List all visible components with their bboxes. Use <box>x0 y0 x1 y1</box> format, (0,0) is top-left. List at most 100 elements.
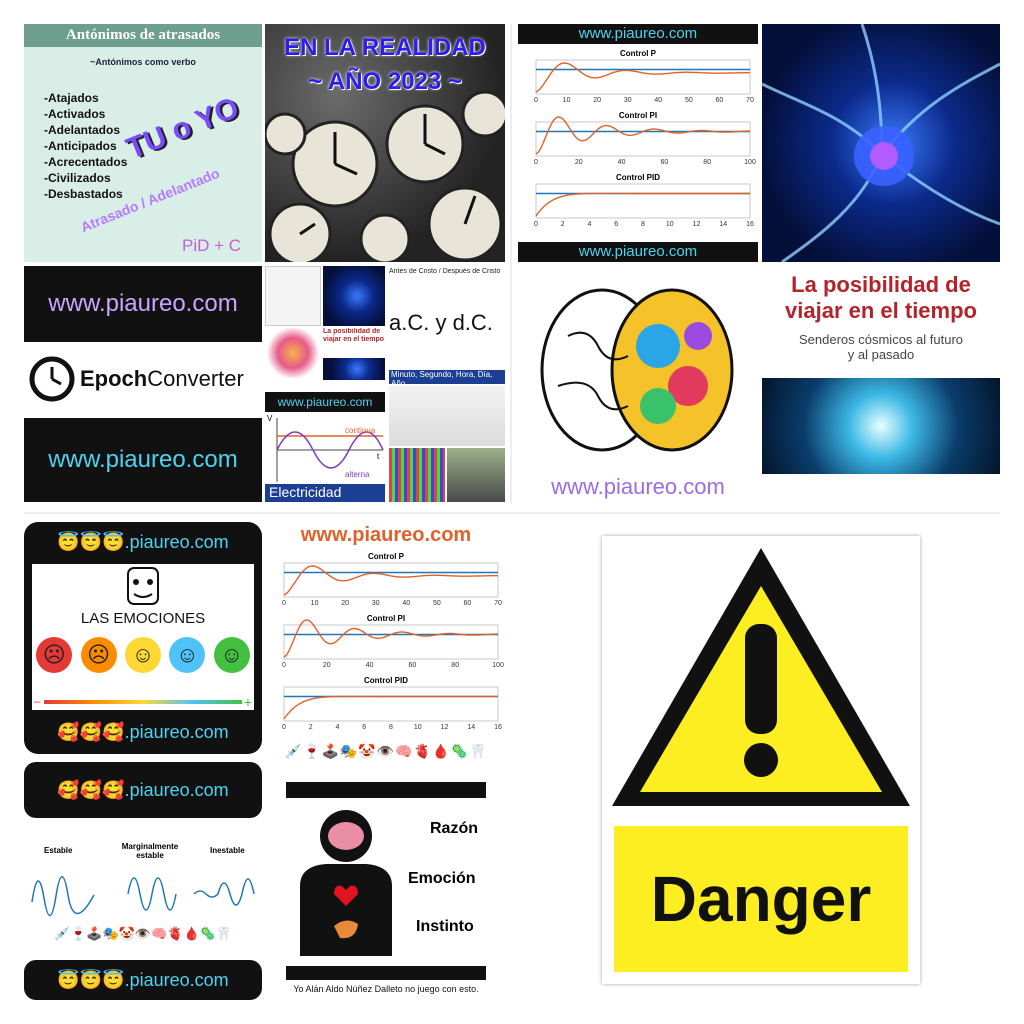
viajar-card[interactable]: La posibilidad de viajar en el tiempo Se… <box>762 266 1000 504</box>
epoch-converter-logo[interactable]: Epoch Converter <box>24 346 262 412</box>
url-text-red: www.piaureo.com <box>300 524 472 546</box>
viajar-title-1: La posibilidad de <box>791 272 971 297</box>
emociones-card[interactable]: 😇😇😇 .piaureo.com LAS EMOCIONES ☹ ☹ ☺ ☺ ☺… <box>24 522 262 754</box>
tick-label: 80 <box>451 662 459 669</box>
tick-label: 60 <box>409 662 417 669</box>
neutral-face-icon: ☺ <box>124 637 161 673</box>
mini-neuron <box>323 266 385 326</box>
url-suffix: .piaureo.com <box>124 969 229 990</box>
antonimo-item: -Activados <box>44 107 106 121</box>
unstable-label: Inestable <box>210 846 245 855</box>
clock-faces-icon <box>265 90 505 262</box>
tick-label: 50 <box>685 97 693 104</box>
url-mini: www.piaureo.com <box>265 392 385 412</box>
tick-label: 40 <box>366 662 374 669</box>
control-charts-card-2[interactable]: www.piaureo.com Control P 0 10 20 30 40 50 60 70… <box>266 522 506 768</box>
brain-image[interactable]: www.piaureo.com <box>518 266 758 504</box>
plot-frame <box>283 562 499 598</box>
clocks-card[interactable]: EN LA REALIDAD ~ AÑO 2023 ~ <box>265 24 505 262</box>
axis-t-label: t <box>377 452 380 461</box>
tick-label: 12 <box>693 221 701 228</box>
response-line <box>283 695 498 720</box>
antonimo-item: -Atajados <box>44 91 99 105</box>
realidad-line1: EN LA REALIDAD <box>284 34 486 61</box>
tick-label: 8 <box>389 724 393 731</box>
tick-label: 60 <box>661 159 669 166</box>
tick-label: 8 <box>641 221 645 228</box>
tick-label: 4 <box>588 221 592 228</box>
tick-label: 0 <box>282 724 286 731</box>
tick-label: 6 <box>362 724 366 731</box>
tick-label: 0 <box>282 662 286 669</box>
emoji-row-1: 💉🍷🕹️🎭🤡👁️🧠🫀🩸🦠🦷 <box>284 743 488 759</box>
love-emoji: 🥰🥰🥰 <box>57 721 125 742</box>
emotion-scale-bar <box>44 700 242 704</box>
tick-label: 14 <box>719 221 727 228</box>
emoji-row-2: 💉🍷🕹️🎭🤡👁️🧠🫀🩸🦠🦷 <box>53 926 233 941</box>
url-banner-2[interactable]: www.piaureo.com <box>24 418 262 502</box>
chart-title: Control PID <box>364 676 408 685</box>
antonimo-item: -Adelantados <box>44 123 121 137</box>
emocion-label: Emoción <box>408 870 476 887</box>
human-silhouette-icon <box>300 810 392 956</box>
sad-face-icon: ☹ <box>80 637 117 673</box>
danger-sign[interactable]: Danger <box>602 536 920 984</box>
url-text: www.piaureo.com <box>48 446 238 473</box>
response-line <box>535 116 750 155</box>
scale-minus: – <box>34 694 41 708</box>
tick-label: 20 <box>575 159 583 166</box>
tick-label: 14 <box>467 724 475 731</box>
angel-emoji: 😇😇😇 <box>57 531 125 552</box>
antonimos-card[interactable]: Antónimos de atrasados ~Antónimos como v… <box>24 24 262 262</box>
ac-signal-chart: V t continua alterna <box>265 414 385 484</box>
mini-title: La posibilidad de viajar en el tiempo <box>323 328 385 343</box>
tick-label: 16 <box>494 724 502 731</box>
tick-label: 2 <box>309 724 313 731</box>
cosmic-tunnel-image <box>762 378 1000 474</box>
tick-label: 12 <box>441 724 449 731</box>
scale-plus: + <box>243 694 252 710</box>
mini-collage[interactable]: La posibilidad de viajar en el tiempo An… <box>265 266 505 502</box>
response-line <box>535 192 750 217</box>
plot-frame <box>283 686 499 722</box>
url-suffix: .piaureo.com <box>124 531 229 552</box>
tick-label: 20 <box>341 600 349 607</box>
url-banner[interactable]: www.piaureo.com <box>24 266 262 342</box>
emoji-url-love: 🥰🥰🥰 .piaureo.com <box>24 762 262 818</box>
neuron-image[interactable] <box>762 24 1000 262</box>
stability-card[interactable]: 🥰🥰🥰 .piaureo.com Estable Marginalmente e… <box>24 762 262 1000</box>
emoji-url-top: 😇😇😇 .piaureo.com <box>24 522 262 562</box>
razon-label: Razón <box>430 820 478 837</box>
control-charts-card[interactable]: www.piaureo.com Control P 0 10 20 30 40 50 60 70… <box>518 24 758 262</box>
divider-horizontal <box>24 512 1000 514</box>
stability-plots <box>31 876 255 917</box>
tick-label: 16 <box>746 221 754 228</box>
pid-c-text: PiD + C <box>182 236 242 255</box>
emoji-url-bottom: 🥰🥰🥰 .piaureo.com <box>24 714 262 750</box>
ac-dc-text: a.C. y d.C. <box>389 310 493 335</box>
tick-label: 6 <box>614 221 618 228</box>
tick-label: 80 <box>703 159 711 166</box>
calm-face-icon: ☺ <box>169 637 206 673</box>
antonimos-list: -Atajados -Activados -Adelantados -Anticipa… <box>44 90 127 202</box>
neuron-icon <box>762 24 1000 262</box>
response-line <box>283 565 498 596</box>
emotion-faces: ☹ ☹ ☺ ☺ ☺ <box>32 637 254 673</box>
viajar-sub-2: y al pasado <box>847 347 915 362</box>
url-banner-bottom: www.piaureo.com <box>518 242 758 262</box>
razon-card[interactable]: Razón Emoción Instinto Yo Alán Aldo Núñe… <box>266 770 506 1000</box>
chart-title: Control P <box>620 49 657 58</box>
antonimos-title: Antónimos de atrasados <box>24 24 262 47</box>
plot-frame <box>535 121 751 157</box>
epoch-brand-b: Converter <box>147 366 244 391</box>
angel-emoji: 😇😇😇 <box>57 969 125 990</box>
plot-frame <box>283 624 499 660</box>
tick-label: 4 <box>336 724 340 731</box>
tick-label: 40 <box>402 600 410 607</box>
response-line <box>283 619 498 658</box>
tick-label: 50 <box>433 600 441 607</box>
antonimo-item: -Anticipados <box>44 139 117 153</box>
brain-icon <box>540 288 734 452</box>
clock-icon <box>29 356 75 402</box>
mini-brain <box>265 328 321 378</box>
